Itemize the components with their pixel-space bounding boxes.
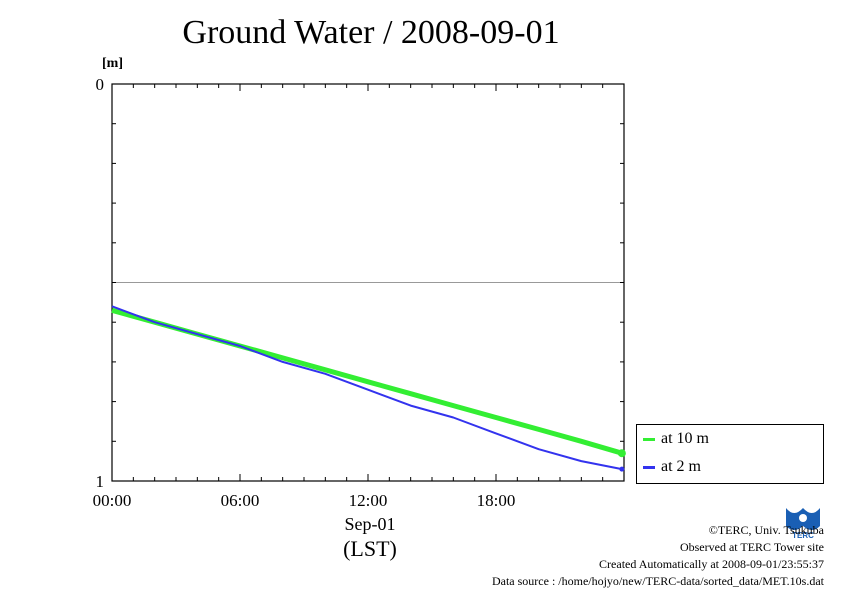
terc-logo-icon: TERC — [784, 504, 822, 540]
series-line-at-2m — [111, 305, 623, 471]
x-axis-unit-label: (LST) — [343, 536, 397, 561]
x-tick-label: 00:00 — [93, 491, 132, 510]
legend-label: at 2 m — [661, 458, 701, 475]
credit-observed: Observed at TERC Tower site — [679, 540, 824, 554]
legend-swatch-green — [643, 437, 655, 441]
x-tick-label: 12:00 — [349, 491, 388, 510]
legend-swatch-blue — [643, 465, 655, 469]
y-tick-label: 0 — [96, 75, 105, 94]
legend-label: at 10 m — [661, 430, 709, 447]
series-end-point — [619, 466, 625, 472]
logo-text: TERC — [792, 531, 814, 540]
y-tick-label: 1 — [96, 472, 105, 491]
x-tick-label: 06:00 — [221, 491, 260, 510]
x-tick-label: 18:00 — [477, 491, 516, 510]
credit-copyright: ©TERC, Univ. Tsukuba — [708, 523, 824, 537]
legend-item-at-2m: at 2 m — [643, 455, 701, 479]
credit-source: Data source : /home/hojyo/new/TERC-data/… — [491, 574, 824, 588]
series-end-point — [617, 449, 626, 458]
legend: at 10 m at 2 m — [636, 424, 824, 484]
y-axis-unit: [m] — [102, 56, 123, 71]
chart-title: Ground Water / 2008-09-01 — [182, 14, 560, 51]
x-axis-date-label: Sep-01 — [344, 514, 396, 534]
credit-created: Created Automatically at 2008-09-01/23:5… — [599, 557, 824, 571]
legend-item-at-10m: at 10 m — [643, 427, 709, 451]
